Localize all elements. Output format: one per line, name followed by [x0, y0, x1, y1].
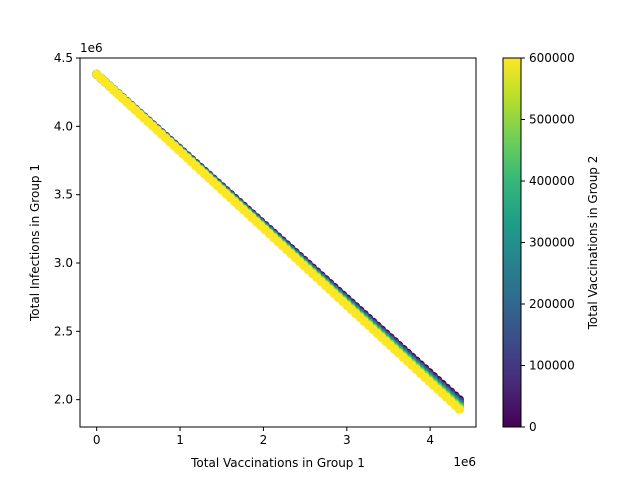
- x-axis: 0 1 2 3 4: [93, 427, 434, 447]
- y-tick-label: 4.5: [54, 51, 73, 65]
- y-axis-multiplier: 1e6: [80, 41, 103, 55]
- x-axis-multiplier: 1e6: [453, 455, 476, 469]
- x-axis-label: Total Vaccinations in Group 1: [190, 456, 365, 470]
- x-tick-label: 4: [426, 433, 434, 447]
- x-tick-label: 2: [260, 433, 268, 447]
- scatter-points: [92, 69, 464, 414]
- colorbar-tick-label: 0: [529, 420, 537, 434]
- y-axis-label: Total Infections in Group 1: [28, 164, 42, 322]
- colorbar-ticks: 0 100000 200000 300000 400000 500000 600000: [521, 51, 575, 434]
- x-tick-label: 1: [176, 433, 184, 447]
- scatter-point: [454, 404, 464, 414]
- x-tick-label: 3: [343, 433, 351, 447]
- colorbar: [503, 58, 521, 427]
- colorbar-label: Total Vaccinations in Group 2: [586, 156, 600, 331]
- colorbar-tick-label: 100000: [529, 359, 575, 373]
- x-tick-label: 0: [93, 433, 101, 447]
- colorbar-tick-label: 500000: [529, 113, 575, 127]
- plot-frame: [79, 57, 477, 428]
- colorbar-tick-label: 600000: [529, 51, 575, 65]
- colorbar-tick-label: 400000: [529, 174, 575, 188]
- y-tick-label: 3.0: [54, 256, 73, 270]
- y-tick-label: 2.5: [54, 324, 73, 338]
- y-tick-label: 2.0: [54, 393, 73, 407]
- colorbar-tick-label: 300000: [529, 236, 575, 250]
- y-tick-label: 4.0: [54, 119, 73, 133]
- y-tick-label: 3.5: [54, 188, 73, 202]
- y-axis: 2.0 2.5 3.0 3.5 4.0 4.5: [54, 51, 80, 407]
- colorbar-tick-label: 200000: [529, 297, 575, 311]
